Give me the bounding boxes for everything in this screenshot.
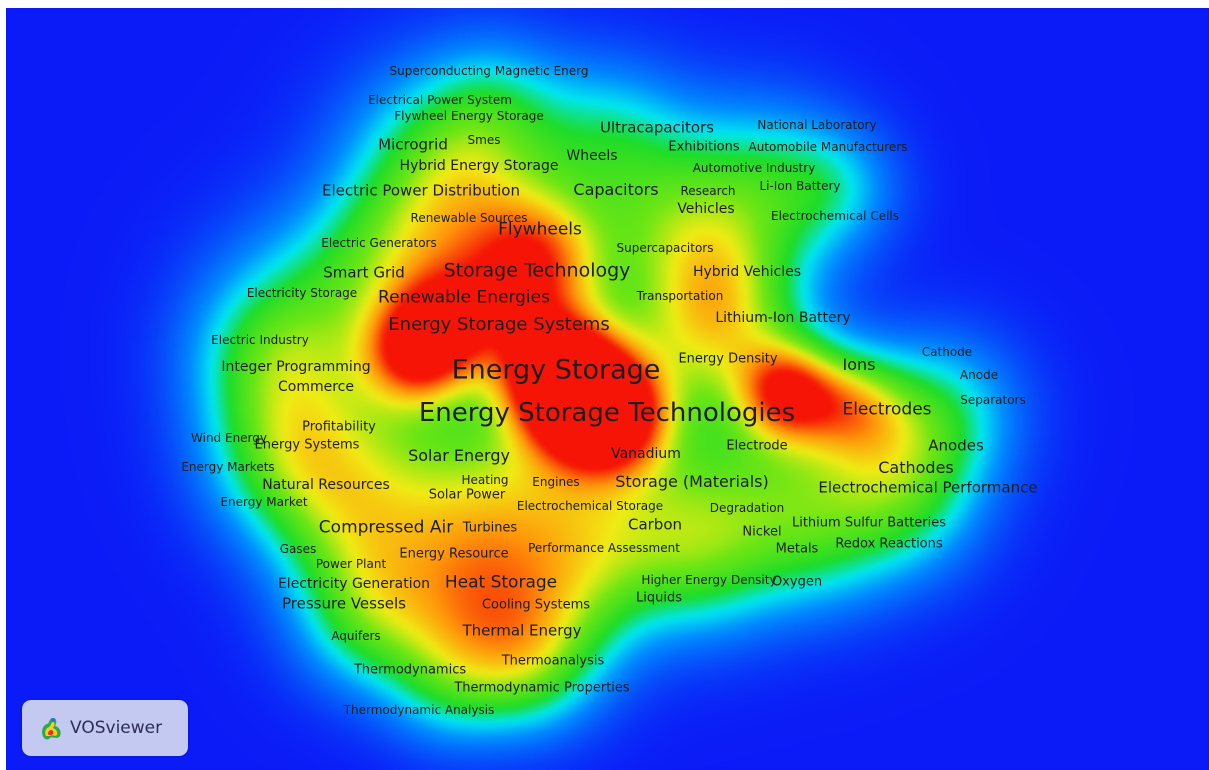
- term-label[interactable]: Electrochemical Storage: [516, 499, 664, 513]
- term-label[interactable]: Natural Resources: [262, 477, 390, 493]
- term-label[interactable]: Electrodes: [842, 399, 932, 420]
- term-label[interactable]: Performance Assessment: [528, 541, 680, 555]
- term-label[interactable]: Higher Energy Density: [641, 573, 777, 587]
- term-label[interactable]: Aquifers: [331, 629, 381, 643]
- term-label[interactable]: Power Plant: [315, 557, 387, 571]
- term-label[interactable]: Thermodynamic Analysis: [343, 703, 495, 717]
- term-label[interactable]: Energy Systems: [254, 437, 360, 453]
- term-label[interactable]: Hybrid Vehicles: [692, 264, 802, 280]
- term-label[interactable]: Microgrid: [378, 135, 448, 154]
- term-label[interactable]: Energy Storage Technologies: [418, 398, 796, 428]
- term-label[interactable]: Thermal Energy: [462, 621, 582, 640]
- term-label[interactable]: Smes: [467, 133, 501, 147]
- term-label[interactable]: Energy Storage Systems: [388, 314, 610, 335]
- term-label[interactable]: Transportation: [636, 289, 724, 303]
- term-label[interactable]: Electric Power Distribution: [322, 181, 520, 200]
- term-label[interactable]: Vehicles: [677, 201, 735, 217]
- term-label[interactable]: Superconducting Magnetic Energ: [389, 64, 589, 78]
- term-label[interactable]: Profitability: [302, 419, 376, 435]
- term-label[interactable]: Lithium Sulfur Batteries: [791, 515, 947, 531]
- term-label[interactable]: Lithium-Ion Battery: [715, 310, 851, 326]
- term-label[interactable]: Metals: [775, 541, 819, 557]
- term-label[interactable]: Cathodes: [878, 458, 954, 477]
- term-label[interactable]: Electricity Generation: [277, 576, 431, 592]
- term-label[interactable]: Energy Markets: [181, 460, 275, 474]
- term-label[interactable]: Commerce: [278, 379, 354, 395]
- term-label[interactable]: Solar Power: [428, 487, 506, 503]
- term-label[interactable]: Hybrid Energy Storage: [399, 158, 559, 174]
- term-label[interactable]: Capacitors: [573, 180, 659, 199]
- term-label[interactable]: Electric Industry: [211, 333, 309, 347]
- term-label[interactable]: Wheels: [566, 148, 618, 164]
- term-label[interactable]: Storage Technology: [443, 259, 631, 282]
- term-label[interactable]: Turbines: [462, 520, 518, 536]
- term-label[interactable]: Electricity Storage: [246, 286, 358, 300]
- term-label[interactable]: Carbon: [627, 515, 683, 534]
- term-label[interactable]: Wind Energy: [191, 431, 267, 445]
- term-label[interactable]: Vanadium: [611, 446, 681, 462]
- term-label[interactable]: Energy Market: [220, 495, 308, 509]
- term-label[interactable]: Energy Density: [678, 351, 778, 367]
- term-label[interactable]: Flywheel Energy Storage: [394, 109, 544, 123]
- term-label[interactable]: Heating: [461, 473, 509, 487]
- term-label[interactable]: Cooling Systems: [481, 597, 591, 613]
- term-label[interactable]: Liquids: [636, 590, 682, 606]
- term-label[interactable]: Thermodynamics: [353, 662, 467, 678]
- term-label[interactable]: Degradation: [709, 501, 785, 515]
- term-label[interactable]: Renewable Energies: [378, 287, 550, 308]
- term-label[interactable]: Engines: [532, 475, 580, 489]
- term-label[interactable]: Separators: [960, 393, 1026, 407]
- term-label[interactable]: Flywheels: [498, 219, 582, 240]
- term-label[interactable]: Solar Energy: [408, 446, 510, 465]
- density-heatmap[interactable]: [6, 8, 1209, 770]
- term-label[interactable]: Electrode: [726, 438, 788, 454]
- term-label[interactable]: Anodes: [928, 436, 984, 455]
- term-label[interactable]: Heat Storage: [444, 572, 558, 593]
- term-label[interactable]: National Laboratory: [757, 118, 877, 132]
- term-label[interactable]: Nickel: [742, 524, 782, 540]
- vosviewer-logo-icon: [42, 718, 61, 740]
- term-label[interactable]: Electrical Power System: [368, 93, 512, 107]
- term-label[interactable]: Automotive Industry: [692, 161, 816, 175]
- term-label[interactable]: Electrochemical Performance: [818, 478, 1038, 497]
- term-label[interactable]: Ultracapacitors: [600, 118, 714, 137]
- term-label[interactable]: Thermodynamic Properties: [454, 680, 630, 696]
- term-label[interactable]: Electric Generators: [321, 236, 437, 250]
- vosviewer-badge: VOSviewer: [22, 700, 188, 756]
- term-label[interactable]: Li-Ion Battery: [759, 179, 841, 193]
- term-label[interactable]: Energy Storage: [451, 354, 661, 386]
- term-label[interactable]: Redox Reactions: [835, 536, 943, 552]
- term-label[interactable]: Storage (Materials): [615, 472, 769, 491]
- term-label[interactable]: Renewable Sources: [410, 211, 528, 225]
- term-label[interactable]: Compressed Air: [318, 517, 454, 538]
- term-label[interactable]: Research: [680, 184, 736, 198]
- density-visualization[interactable]: Superconducting Magnetic Energ Electrical…: [6, 8, 1209, 770]
- term-label[interactable]: Exhibitions: [668, 139, 740, 155]
- term-label[interactable]: Thermoanalysis: [501, 653, 605, 669]
- term-label[interactable]: Automobile Manufacturers: [748, 140, 908, 154]
- app-name: VOSviewer: [70, 718, 163, 738]
- term-label[interactable]: Ions: [842, 355, 876, 374]
- term-label[interactable]: Cathode: [921, 345, 973, 359]
- term-label[interactable]: Pressure Vessels: [282, 594, 406, 613]
- term-label[interactable]: Supercapacitors: [616, 241, 714, 255]
- term-label[interactable]: Smart Grid: [323, 263, 405, 282]
- term-label[interactable]: Integer Programming: [221, 359, 371, 375]
- term-label[interactable]: Energy Resource: [399, 546, 509, 562]
- term-labels: Superconducting Magnetic Energ Electrical…: [6, 8, 1209, 770]
- term-label[interactable]: Anode: [959, 368, 999, 382]
- term-label[interactable]: Gases: [279, 542, 317, 556]
- term-label[interactable]: Oxygen: [771, 574, 823, 590]
- term-label[interactable]: Electrochemical Cells: [770, 209, 900, 223]
